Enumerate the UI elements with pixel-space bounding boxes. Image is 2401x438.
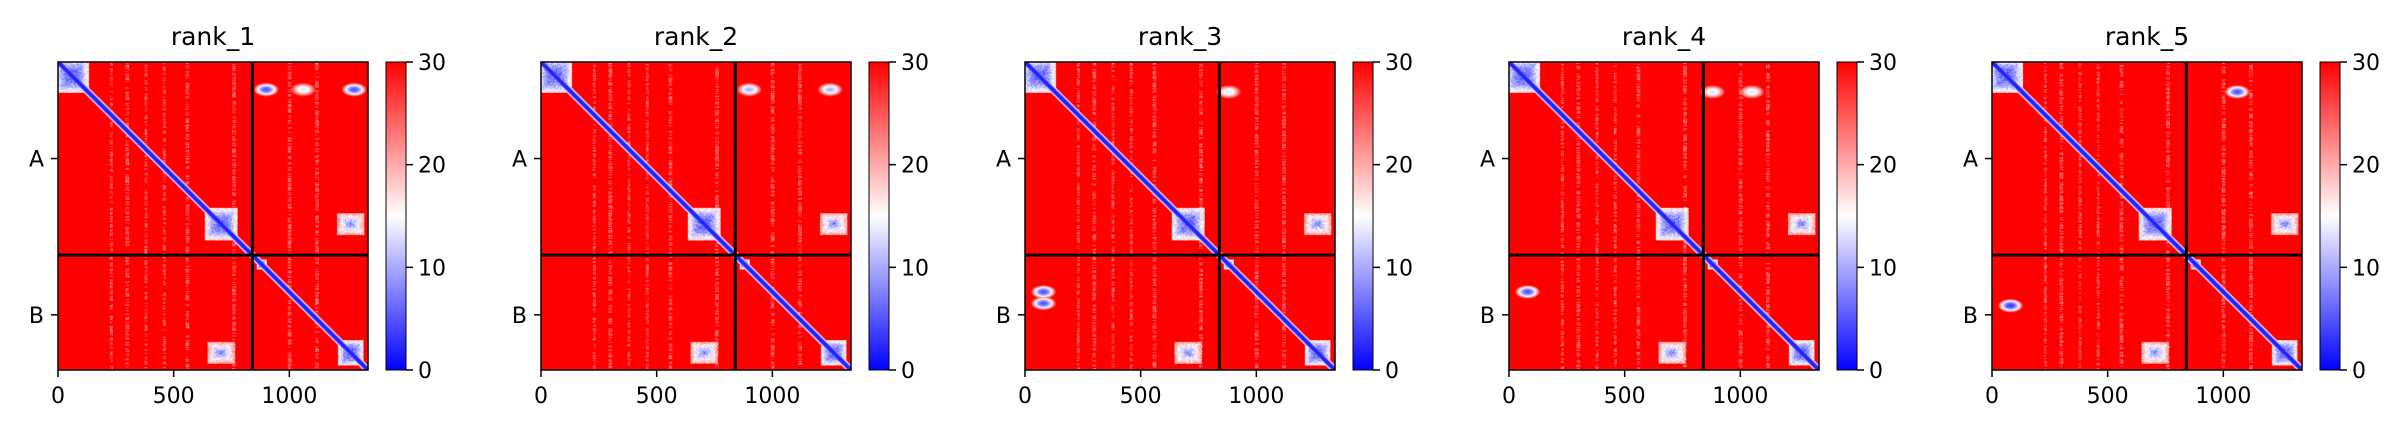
colorbar-tick-label: 0	[418, 359, 432, 384]
colorbar	[385, 61, 407, 371]
colorbar-tick-label: 20	[1869, 154, 1897, 179]
heatmap-panel-2: rank_2 0 500 1000 A B 0 10 20 30	[512, 22, 929, 409]
panel-title: rank_3	[1138, 22, 1222, 51]
y-tick-label: B	[1480, 304, 1495, 329]
y-tick-label: A	[1963, 148, 1978, 173]
x-tick-label: 0	[51, 384, 65, 409]
colorbar-tick-label: 20	[2352, 154, 2380, 179]
x-tick-label: 0	[534, 384, 548, 409]
x-tick-label: 1000	[261, 384, 317, 409]
colorbar	[2319, 61, 2341, 371]
colorbar-tick-label: 20	[1385, 154, 1413, 179]
heatmap-image	[1025, 62, 1335, 370]
heatmap-image	[541, 62, 851, 370]
colorbar	[868, 61, 890, 371]
colorbar-tick-label: 30	[418, 51, 446, 76]
x-tick-label: 500	[636, 384, 678, 409]
heatmap-image	[1992, 62, 2302, 370]
colorbar-tick-label: 30	[901, 51, 929, 76]
panel-title: rank_2	[654, 22, 738, 51]
colorbar-tick-label: 10	[901, 256, 929, 281]
x-tick-label: 0	[1985, 384, 1999, 409]
colorbar-tick-label: 20	[418, 154, 446, 179]
colorbar-tick-label: 10	[1385, 256, 1413, 281]
x-tick-label: 1000	[2195, 384, 2251, 409]
x-tick-label: 500	[2087, 384, 2129, 409]
colorbar-tick-label: 0	[2352, 359, 2366, 384]
x-tick-label: 1000	[744, 384, 800, 409]
x-tick-label: 500	[1604, 384, 1646, 409]
colorbar-tick-label: 10	[2352, 256, 2380, 281]
colorbar-tick-label: 10	[1869, 256, 1897, 281]
colorbar-tick-label: 0	[1385, 359, 1399, 384]
colorbar-tick-label: 30	[1385, 51, 1413, 76]
heatmap-panel-3: rank_3 0 500 1000 A B 0 10 20 30	[996, 22, 1413, 409]
y-tick-label: A	[1480, 148, 1495, 173]
panel-title: rank_5	[2105, 22, 2189, 51]
y-tick-label: A	[512, 148, 527, 173]
plot-frame	[540, 61, 852, 371]
x-tick-label: 0	[1018, 384, 1032, 409]
heatmap-panel-4: rank_4 0 500 1000 A B 0 10 20 30	[1480, 22, 1897, 409]
x-tick-label: 0	[1502, 384, 1516, 409]
colorbar-tick-label: 0	[901, 359, 915, 384]
panel-title: rank_1	[171, 22, 255, 51]
y-tick-label: A	[996, 148, 1011, 173]
plot-frame	[1991, 61, 2303, 371]
colorbar-tick-label: 10	[418, 256, 446, 281]
x-tick-label: 1000	[1712, 384, 1768, 409]
heatmap-panel-1: rank_1 0 500 1000 A B 0 10 20 30	[29, 22, 446, 409]
heatmap-panel-5: rank_5 0 500 1000 A B 0 10 20 30	[1963, 22, 2380, 409]
panel-title: rank_4	[1622, 22, 1706, 51]
plot-frame	[57, 61, 369, 371]
colorbar	[1836, 61, 1858, 371]
y-tick-label: A	[29, 148, 44, 173]
x-tick-label: 500	[1120, 384, 1162, 409]
colorbar-tick-label: 20	[901, 154, 929, 179]
heatmap-image	[58, 62, 368, 370]
plot-frame	[1508, 61, 1820, 371]
y-tick-label: B	[29, 304, 44, 329]
x-tick-label: 500	[153, 384, 195, 409]
plot-frame	[1024, 61, 1336, 371]
colorbar-tick-label: 30	[2352, 51, 2380, 76]
x-tick-label: 1000	[1228, 384, 1284, 409]
y-tick-label: B	[1963, 304, 1978, 329]
y-tick-label: B	[996, 304, 1011, 329]
colorbar-tick-label: 30	[1869, 51, 1897, 76]
colorbar	[1352, 61, 1374, 371]
y-tick-label: B	[512, 304, 527, 329]
heatmap-image	[1509, 62, 1819, 370]
colorbar-tick-label: 0	[1869, 359, 1883, 384]
